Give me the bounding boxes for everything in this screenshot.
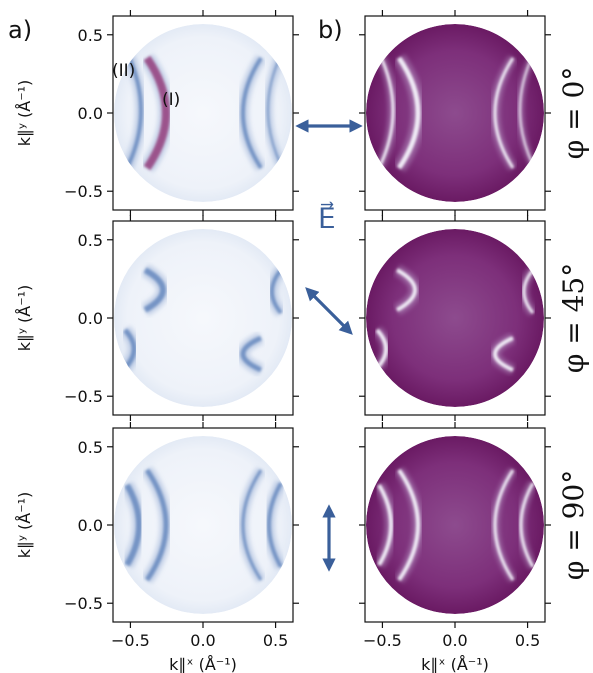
intensity-map — [114, 436, 292, 614]
y-tick-label: −0.5 — [64, 594, 103, 613]
band-arc — [124, 483, 142, 567]
phi-label: φ = 45° — [557, 263, 590, 374]
intensity-map — [366, 229, 544, 407]
band-arc — [377, 52, 395, 169]
x-tick-label: 0.5 — [515, 631, 540, 650]
y-axis-label: k∥ʸ (Å⁻¹) — [15, 285, 34, 352]
y-tick-label: 0.5 — [78, 26, 103, 45]
panel-a-row-2: 0.5 0.0 −0.5 — [64, 215, 299, 421]
band-arc — [125, 52, 143, 169]
panel-b-row-3 — [359, 422, 551, 628]
band-arc — [143, 55, 170, 171]
y-tick-label: −0.5 — [64, 182, 103, 201]
y-tick-label: −0.5 — [64, 387, 103, 406]
band-arc — [522, 269, 535, 314]
panel-label-b: b) — [318, 16, 343, 44]
band-arc — [375, 328, 388, 370]
band-arc — [519, 482, 535, 568]
panel-label-a: a) — [8, 16, 32, 44]
y-axis-label: k∥ʸ (Å⁻¹) — [15, 492, 34, 559]
band-arc — [396, 268, 417, 312]
band-arc — [267, 54, 282, 166]
band-arc — [397, 468, 420, 582]
band-arc — [143, 267, 166, 313]
y-tick-label: 0.0 — [78, 104, 103, 123]
band-arc — [377, 483, 393, 567]
band-arc — [519, 54, 534, 166]
y-axis-label: k∥ʸ (Å⁻¹) — [15, 80, 34, 147]
panel-a-row-3: 0.5 0.0 −0.5 — [64, 422, 299, 628]
band-annotation-I: (I) — [162, 90, 180, 110]
band-arc — [270, 268, 283, 315]
x-tick-label: −0.5 — [363, 631, 402, 650]
band-arc — [493, 57, 515, 169]
x-tick-label: 0.5 — [263, 631, 288, 650]
y-tick-label: 0.5 — [78, 438, 103, 457]
band-annotation-II: (II) — [112, 61, 135, 81]
x-axis-label: k∥ˣ (Å⁻¹) — [169, 655, 237, 673]
band-arc — [123, 328, 137, 370]
intensity-map — [114, 229, 292, 407]
phi-label: φ = 0° — [557, 67, 590, 160]
phi-label: φ = 90° — [557, 470, 590, 581]
y-tick-label: 0.0 — [78, 516, 103, 535]
band-arc — [241, 469, 263, 581]
band-arc — [241, 56, 263, 170]
intensity-map — [366, 436, 544, 614]
band-arc — [493, 469, 515, 581]
panel-a-row-1: 0.5 0.0 −0.5 — [64, 10, 299, 216]
polarization-arrow — [305, 287, 353, 335]
intensity-map — [114, 24, 292, 202]
x-tick-label: 0.0 — [190, 631, 215, 650]
panel-b-row-2 — [359, 215, 551, 421]
y-tick-label: 0.0 — [78, 309, 103, 328]
band-arc — [493, 336, 514, 372]
band-arc — [240, 335, 263, 373]
x-axis-label: k∥ˣ (Å⁻¹) — [421, 655, 489, 673]
band-arc — [267, 482, 283, 568]
electric-field-label: E⃗ — [318, 201, 336, 235]
x-tick-label: 0.0 — [442, 631, 467, 650]
x-tick-label: −0.5 — [111, 631, 150, 650]
y-tick-label: 0.5 — [78, 231, 103, 250]
panel-b-row-1 — [359, 10, 551, 216]
band-arc — [144, 468, 169, 582]
band-arc — [396, 56, 421, 170]
intensity-map — [366, 24, 544, 202]
